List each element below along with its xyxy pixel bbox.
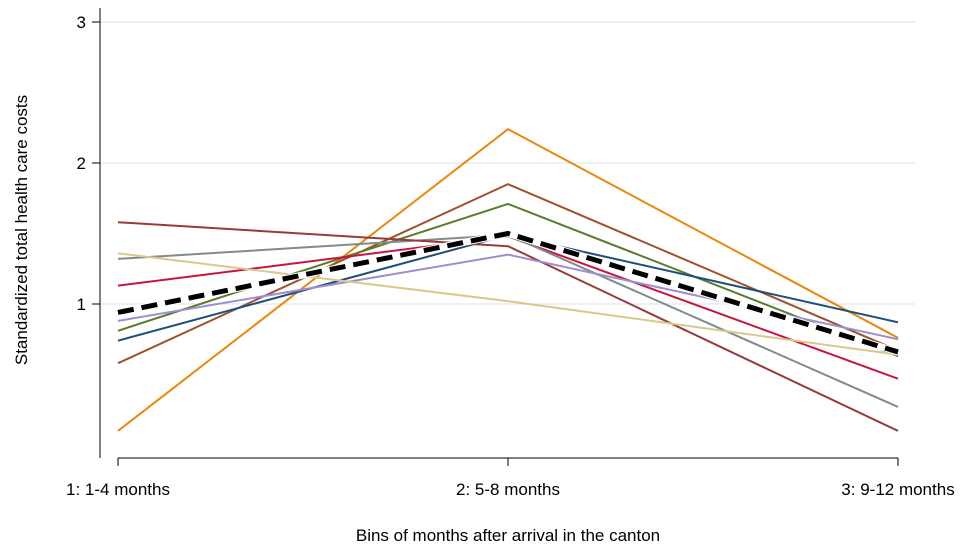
series-line-2 (117, 183, 899, 365)
y-tick-label: 1 (77, 295, 86, 314)
y-tick-label: 2 (77, 154, 86, 173)
series-line-1 (117, 128, 899, 432)
x-axis-label: Bins of months after arrival in the cant… (356, 526, 660, 545)
x-tick-label: 1: 1-4 months (66, 480, 170, 499)
x-ticks: 1: 1-4 months 2: 5-8 months 3: 9-12 months (66, 458, 955, 499)
gridlines (100, 21, 915, 305)
series-average-line (117, 231, 899, 355)
y-axis-label: Standardized total health care costs (12, 95, 31, 365)
series-line-9 (117, 252, 899, 356)
series-line-6 (117, 233, 899, 408)
series-line-7 (117, 221, 899, 432)
y-tick-label: 3 (77, 13, 86, 32)
x-tick-label: 2: 5-8 months (456, 480, 560, 499)
series-line-5 (117, 235, 899, 380)
series-lines (117, 128, 900, 432)
series-line-3 (117, 202, 899, 358)
y-ticks: 1 2 3 (77, 13, 100, 314)
x-tick-label: 3: 9-12 months (841, 480, 954, 499)
